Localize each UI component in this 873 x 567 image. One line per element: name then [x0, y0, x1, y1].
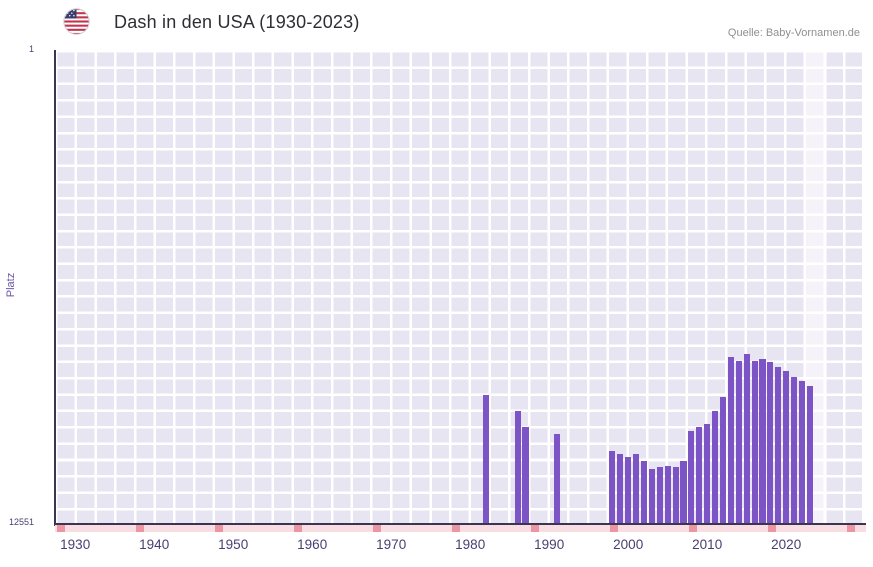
- chart-bar-2007[interactable]: [680, 461, 687, 524]
- chart-bar-2015[interactable]: [743, 354, 750, 524]
- x-tick-label: 1970: [376, 537, 407, 552]
- chart-bar-2012[interactable]: [719, 397, 727, 524]
- x-tick-label: 2010: [692, 537, 723, 552]
- chart-bar-1982[interactable]: [482, 395, 490, 524]
- axis-strip-mark: [136, 525, 144, 532]
- axis-strip-mark: [610, 525, 618, 532]
- plot-area: [55, 50, 862, 524]
- chart-bar-2018[interactable]: [767, 362, 774, 524]
- x-axis-line: [54, 523, 866, 525]
- x-tick-label: 1940: [139, 537, 170, 552]
- y-tick-top: 1: [28, 44, 34, 54]
- x-tick-label: 1930: [60, 537, 91, 552]
- axis-strip-mark: [294, 525, 302, 532]
- axis-strip-mark: [452, 525, 460, 532]
- chart-bar-2013[interactable]: [727, 357, 734, 524]
- chart-bar-2017[interactable]: [759, 359, 766, 524]
- usa-flag-icon: [63, 8, 90, 35]
- chart-bar-2006[interactable]: [672, 467, 679, 524]
- x-tick-label: 2000: [613, 537, 644, 552]
- x-tick-label: 1990: [534, 537, 565, 552]
- chart-bar-2016[interactable]: [751, 361, 758, 524]
- y-axis-title: Platz: [5, 272, 17, 298]
- chart-bar-1999[interactable]: [617, 454, 624, 524]
- chart-bar-1991[interactable]: [554, 434, 561, 524]
- chart-bar-2002[interactable]: [640, 461, 648, 524]
- chart-bar-2003[interactable]: [648, 469, 655, 524]
- x-tick-label: 1950: [218, 537, 249, 552]
- chart-bar-2020[interactable]: [783, 371, 790, 524]
- chart-bar-2022[interactable]: [798, 381, 806, 524]
- y-axis-line: [54, 50, 56, 526]
- no-data-strip: [55, 525, 866, 532]
- x-tick-label: 1960: [297, 537, 328, 552]
- axis-strip-mark: [847, 525, 855, 532]
- chart-bar-1986[interactable]: [514, 411, 521, 524]
- page-title: Dash in den USA (1930-2023): [114, 12, 360, 32]
- chart-bar-2008[interactable]: [688, 431, 695, 524]
- axis-strip-mark: [768, 525, 776, 532]
- chart-bar-2023[interactable]: [806, 386, 813, 524]
- chart-bar-2019[interactable]: [775, 367, 782, 524]
- chart-bar-2000[interactable]: [625, 457, 632, 524]
- source-credit: Quelle: Baby-Vornamen.de: [727, 27, 860, 39]
- chart-bar-1998[interactable]: [609, 451, 616, 524]
- x-tick-label: 2020: [771, 537, 802, 552]
- axis-strip-mark: [57, 525, 65, 532]
- chart-bar-1987[interactable]: [522, 427, 529, 524]
- axis-strip-mark: [373, 525, 381, 532]
- x-tick-label: 1980: [455, 537, 486, 552]
- chart-bar-2011[interactable]: [712, 411, 719, 524]
- y-tick-bottom: 12551: [8, 517, 34, 527]
- chart-bar-2021[interactable]: [791, 377, 798, 524]
- axis-strip-mark: [531, 525, 539, 532]
- chart-bar-2014[interactable]: [735, 361, 742, 524]
- axis-strip-mark: [215, 525, 223, 532]
- chart-bar-2009[interactable]: [696, 427, 703, 524]
- chart-bar-2010[interactable]: [704, 424, 711, 524]
- axis-strip-mark: [689, 525, 697, 532]
- chart-bar-2004[interactable]: [656, 467, 663, 524]
- chart-bar-2001[interactable]: [633, 454, 640, 524]
- chart-bar-2005[interactable]: [664, 466, 671, 524]
